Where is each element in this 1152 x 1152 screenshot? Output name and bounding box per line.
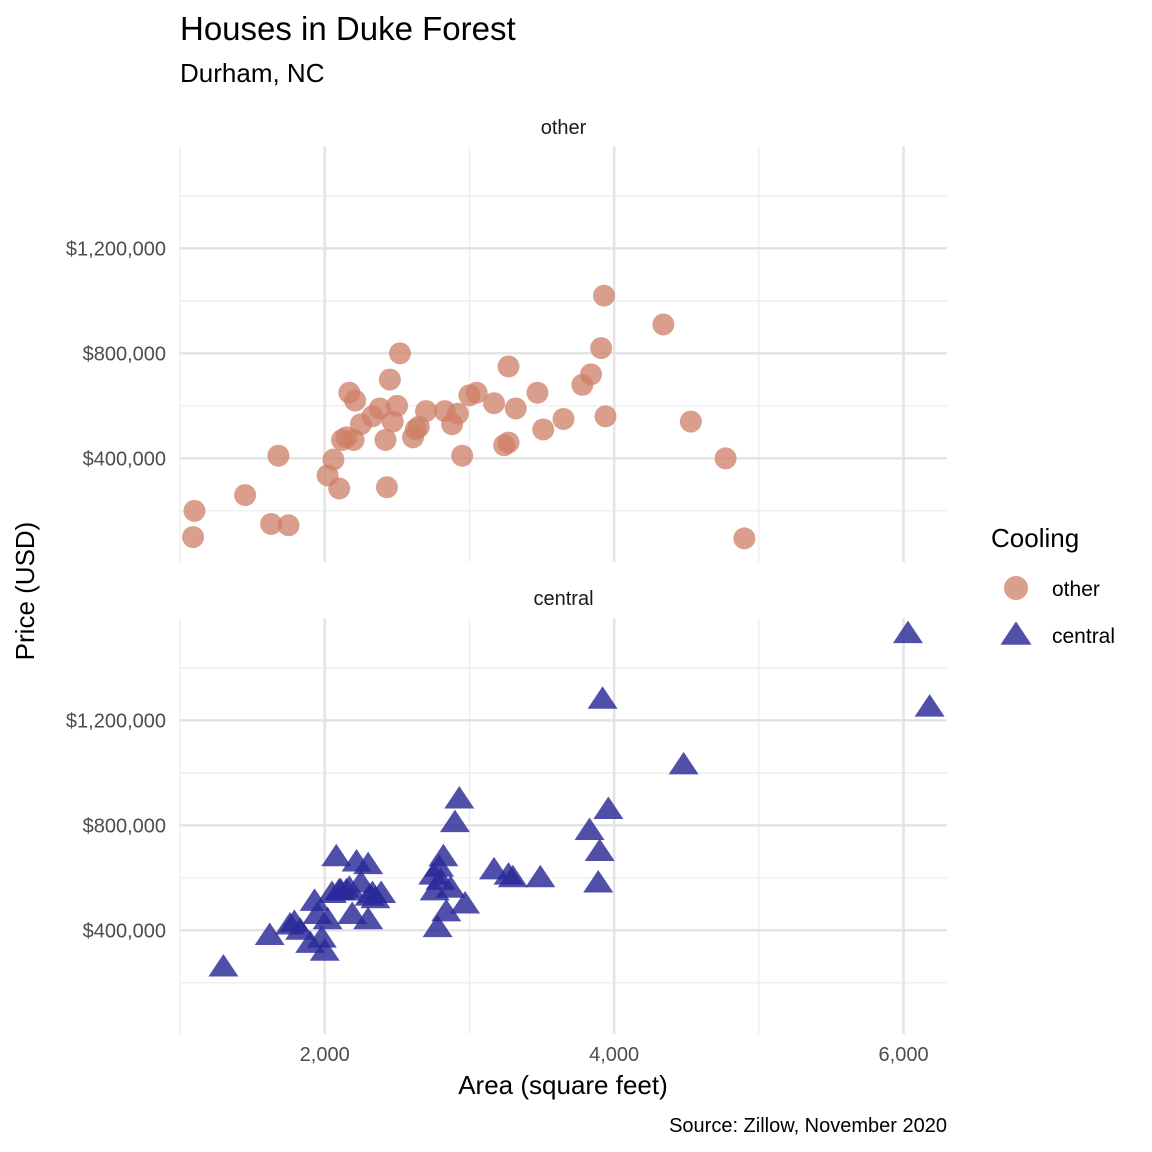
data-point xyxy=(584,838,615,861)
data-point xyxy=(182,526,205,549)
data-point xyxy=(497,431,520,454)
chart-caption: Source: Zillow, November 2020 xyxy=(669,1115,947,1137)
x-tick-label: 6,000 xyxy=(879,1044,929,1066)
data-point xyxy=(328,477,351,500)
data-point xyxy=(375,476,398,499)
data-point xyxy=(594,405,617,428)
legend-key xyxy=(1004,576,1028,600)
data-point xyxy=(444,785,475,809)
legend-label: central xyxy=(1052,625,1115,648)
data-point xyxy=(353,906,384,930)
data-point xyxy=(526,381,549,404)
data-point xyxy=(321,843,352,867)
data-point xyxy=(277,514,300,537)
data-point xyxy=(714,447,737,470)
data-point xyxy=(446,402,469,425)
facet-panels: $400,000$800,000$1,200,000other$400,000$… xyxy=(66,117,947,1066)
data-point xyxy=(344,389,367,412)
data-point xyxy=(260,512,283,535)
data-point xyxy=(312,906,343,930)
data-point xyxy=(422,914,453,938)
legend-item-other: other xyxy=(1004,576,1100,601)
data-point xyxy=(574,817,605,840)
facet-strip-label: other xyxy=(541,117,587,139)
data-point xyxy=(431,898,462,922)
data-point xyxy=(593,796,624,819)
data-point xyxy=(593,284,616,307)
data-point xyxy=(322,448,345,471)
facet-strip-label: central xyxy=(533,588,593,610)
data-point xyxy=(552,407,575,430)
data-point xyxy=(497,355,520,378)
data-point xyxy=(285,917,316,940)
data-point xyxy=(309,938,340,961)
data-point xyxy=(450,890,481,914)
data-point xyxy=(892,620,923,644)
data-point xyxy=(451,444,474,467)
data-point xyxy=(914,694,945,717)
data-point xyxy=(254,922,285,945)
data-point xyxy=(504,397,527,420)
data-point xyxy=(465,381,488,404)
x-tick-label: 4,000 xyxy=(589,1044,639,1066)
panel-central: $400,000 $800,000 $1,200,000 central xyxy=(66,588,947,1034)
data-point xyxy=(587,686,618,709)
y-tick-label: $800,000 xyxy=(83,343,166,365)
data-point xyxy=(579,363,602,386)
legend-item-central: central xyxy=(1000,621,1115,648)
data-point xyxy=(353,851,384,875)
data-point xyxy=(439,809,470,833)
data-point xyxy=(415,400,438,423)
data-point xyxy=(532,418,555,441)
data-point xyxy=(208,953,239,977)
chart-subtitle: Durham, NC xyxy=(180,58,324,88)
legend-title: Cooling xyxy=(991,523,1079,553)
data-point xyxy=(435,875,466,898)
data-point xyxy=(366,880,397,903)
data-point xyxy=(306,925,337,948)
data-point xyxy=(337,901,368,924)
y-tick-label: $1,200,000 xyxy=(66,710,166,732)
data-point xyxy=(388,342,411,365)
y-axis-title: Price (USD) xyxy=(10,522,40,661)
data-point xyxy=(378,368,401,391)
y-tick-label: $400,000 xyxy=(83,448,166,470)
y-tick-label: $400,000 xyxy=(83,920,166,942)
y-tick-label: $800,000 xyxy=(83,815,166,837)
data-point xyxy=(525,864,556,888)
data-point xyxy=(668,751,699,775)
x-axis-title: Area (square feet) xyxy=(458,1070,668,1100)
data-point xyxy=(497,864,528,888)
data-point xyxy=(183,499,206,522)
data-point xyxy=(428,843,459,867)
legend: Cooling other central xyxy=(991,523,1115,648)
data-point xyxy=(733,527,756,550)
data-point xyxy=(483,392,506,415)
legend-label: other xyxy=(1052,578,1100,601)
legend-key xyxy=(1000,621,1032,645)
data-point xyxy=(590,337,613,360)
data-point xyxy=(234,484,257,507)
data-point xyxy=(652,313,675,336)
data-point xyxy=(679,410,702,433)
panel-other: $400,000 $800,000 $1,200,000 other xyxy=(66,117,947,562)
data-point xyxy=(386,394,409,417)
data-point xyxy=(374,428,397,451)
x-tick-label: 2,000 xyxy=(300,1044,350,1066)
data-point xyxy=(267,444,290,467)
data-point xyxy=(583,869,614,893)
chart-title: Houses in Duke Forest xyxy=(180,10,516,47)
y-tick-label: $1,200,000 xyxy=(66,238,166,260)
data-point xyxy=(299,888,330,911)
